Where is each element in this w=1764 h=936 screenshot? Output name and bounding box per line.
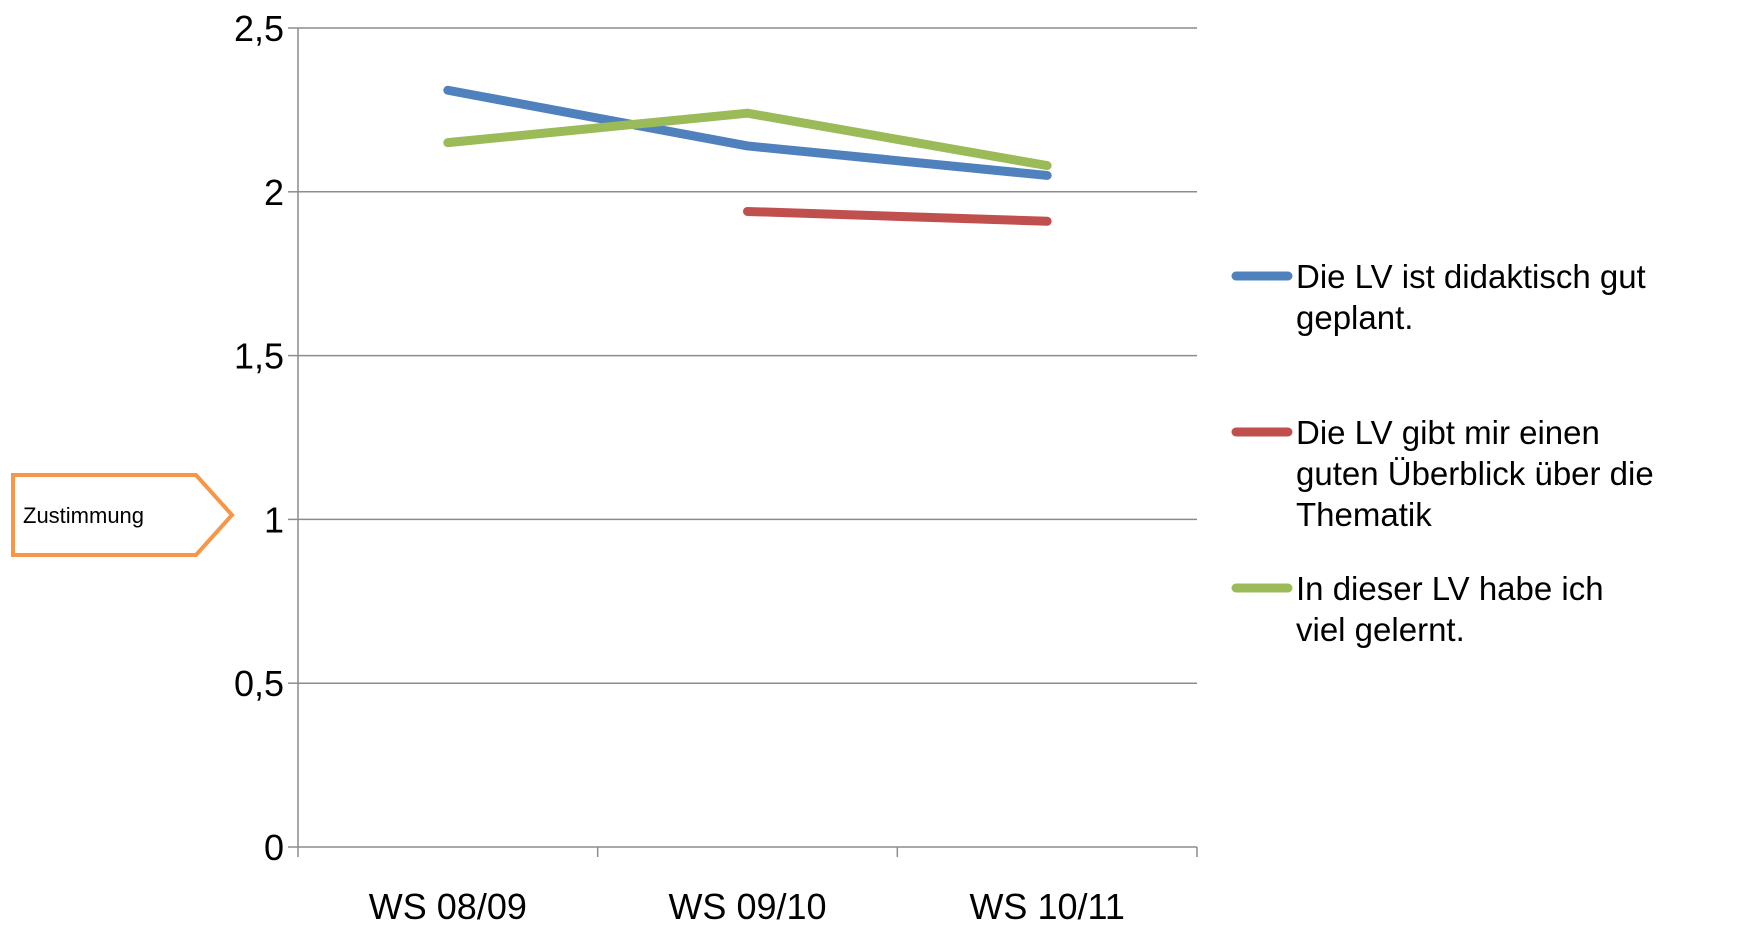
y-tick-label: 1,5 [234,336,284,377]
series-line-2 [743,206,1052,226]
series-lines [443,85,1052,226]
gridlines [298,27,1197,684]
legend-entry-1: Die LV ist didaktisch gut [1296,258,1646,295]
series-line-3 [443,108,1052,171]
y-tick-label: 0,5 [234,663,284,704]
x-axis-tick-labels: WS 08/09 WS 09/10 WS 10/11 [369,886,1125,927]
x-tick-label: WS 10/11 [969,886,1124,927]
callout-arrow-shape [11,473,235,557]
y-tick-label: 0 [264,827,284,868]
y-axis-tick-labels: 0 0,5 1 1,5 2 2,5 [234,8,284,868]
legend-entry-3: In dieser LV habe ich [1296,570,1604,607]
legend-entry-2: Thematik [1296,496,1432,533]
y-tick-label: 2,5 [234,8,284,49]
y-axis-label: Zustimmung [23,503,144,528]
axes [288,27,1198,857]
x-tick-label: WS 09/10 [668,886,826,927]
legend-entry-1: geplant. [1296,299,1413,336]
legend-entry-3: viel gelernt. [1296,611,1465,648]
y-axis-label-callout: Zustimmung [11,473,235,557]
x-tick-label: WS 08/09 [369,886,527,927]
legend: Die LV ist didaktisch gut geplant. Die LV … [1231,258,1654,648]
y-tick-label: 1 [264,499,284,540]
y-tick-label: 2 [264,172,284,213]
legend-entry-2: Die LV gibt mir einen [1296,414,1600,451]
legend-entry-2: guten Überblick über die [1296,455,1654,492]
series-line-1 [443,85,1052,180]
